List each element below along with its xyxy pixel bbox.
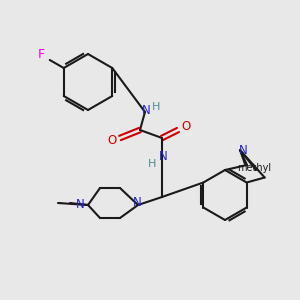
- Text: methyl: methyl: [247, 165, 251, 166]
- Text: N: N: [142, 104, 150, 118]
- Text: O: O: [182, 121, 190, 134]
- Text: N: N: [76, 197, 84, 211]
- Text: O: O: [107, 134, 117, 148]
- Text: H: H: [152, 102, 160, 112]
- Text: methyl: methyl: [58, 201, 63, 202]
- Text: N: N: [133, 196, 141, 209]
- Text: N: N: [159, 149, 167, 163]
- Text: methyl: methyl: [237, 163, 271, 173]
- Text: N: N: [238, 145, 247, 158]
- Text: H: H: [148, 159, 156, 169]
- Text: F: F: [38, 49, 45, 62]
